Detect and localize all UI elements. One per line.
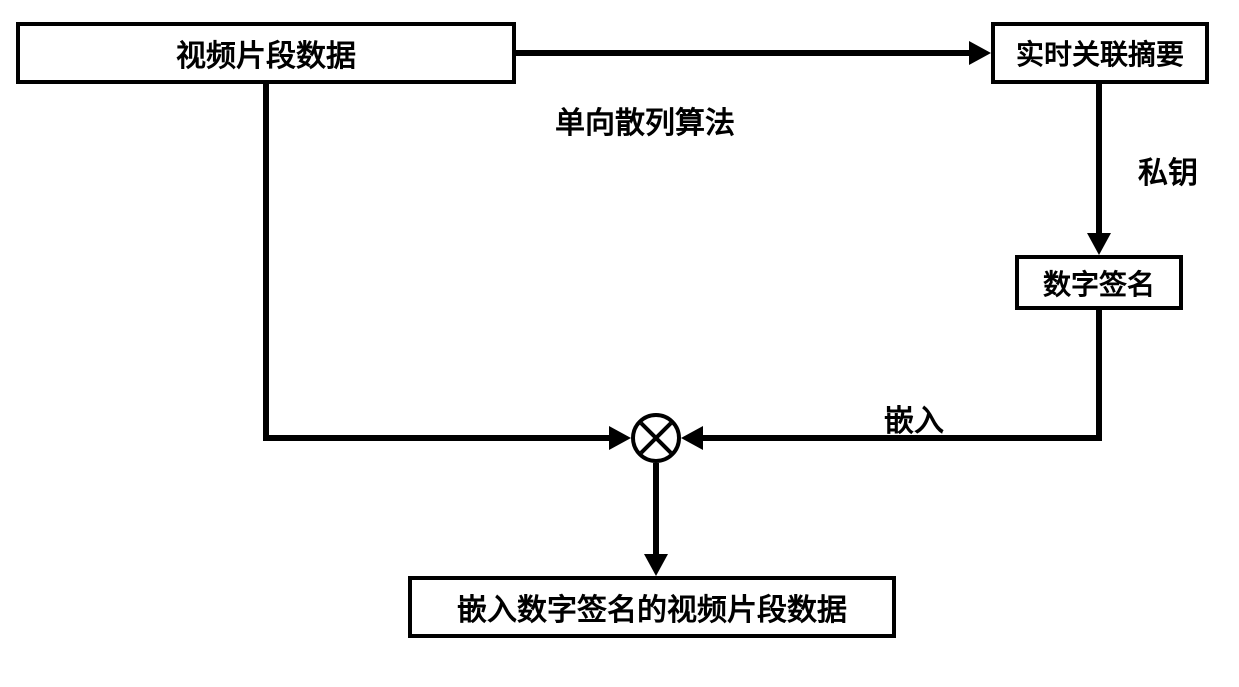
box-video-segment-text: 视频片段数据 xyxy=(176,31,356,75)
edge-right-h xyxy=(703,435,1102,441)
edge-left-h xyxy=(263,435,609,441)
label-embed: 嵌入 xyxy=(884,396,944,440)
edge-left-v xyxy=(263,84,269,441)
label-hash-algo: 单向散列算法 xyxy=(555,98,735,142)
arrow-junction-down-icon xyxy=(644,554,668,576)
label-embed-text: 嵌入 xyxy=(884,405,944,438)
arrow-right-v1-icon xyxy=(1087,233,1111,255)
label-private-key-text: 私钥 xyxy=(1138,157,1198,190)
arrow-right-h-icon xyxy=(681,426,703,450)
edge-junction-down xyxy=(653,463,659,556)
box-digital-signature: 数字签名 xyxy=(1015,255,1183,310)
arrow-left-h-icon xyxy=(609,426,631,450)
edge-top xyxy=(516,50,971,56)
junction-combiner-icon xyxy=(631,413,681,463)
box-embedded-output: 嵌入数字签名的视频片段数据 xyxy=(408,576,896,638)
arrow-top-icon xyxy=(969,41,991,65)
edge-right-v2 xyxy=(1096,310,1102,441)
box-realtime-digest: 实时关联摘要 xyxy=(991,22,1209,84)
box-embedded-output-text: 嵌入数字签名的视频片段数据 xyxy=(457,585,847,629)
label-hash-algo-text: 单向散列算法 xyxy=(555,107,735,140)
edge-right-v1 xyxy=(1096,84,1102,235)
box-realtime-digest-text: 实时关联摘要 xyxy=(1016,33,1184,73)
box-digital-signature-text: 数字签名 xyxy=(1043,263,1155,303)
box-video-segment: 视频片段数据 xyxy=(16,22,516,84)
label-private-key: 私钥 xyxy=(1138,148,1198,192)
